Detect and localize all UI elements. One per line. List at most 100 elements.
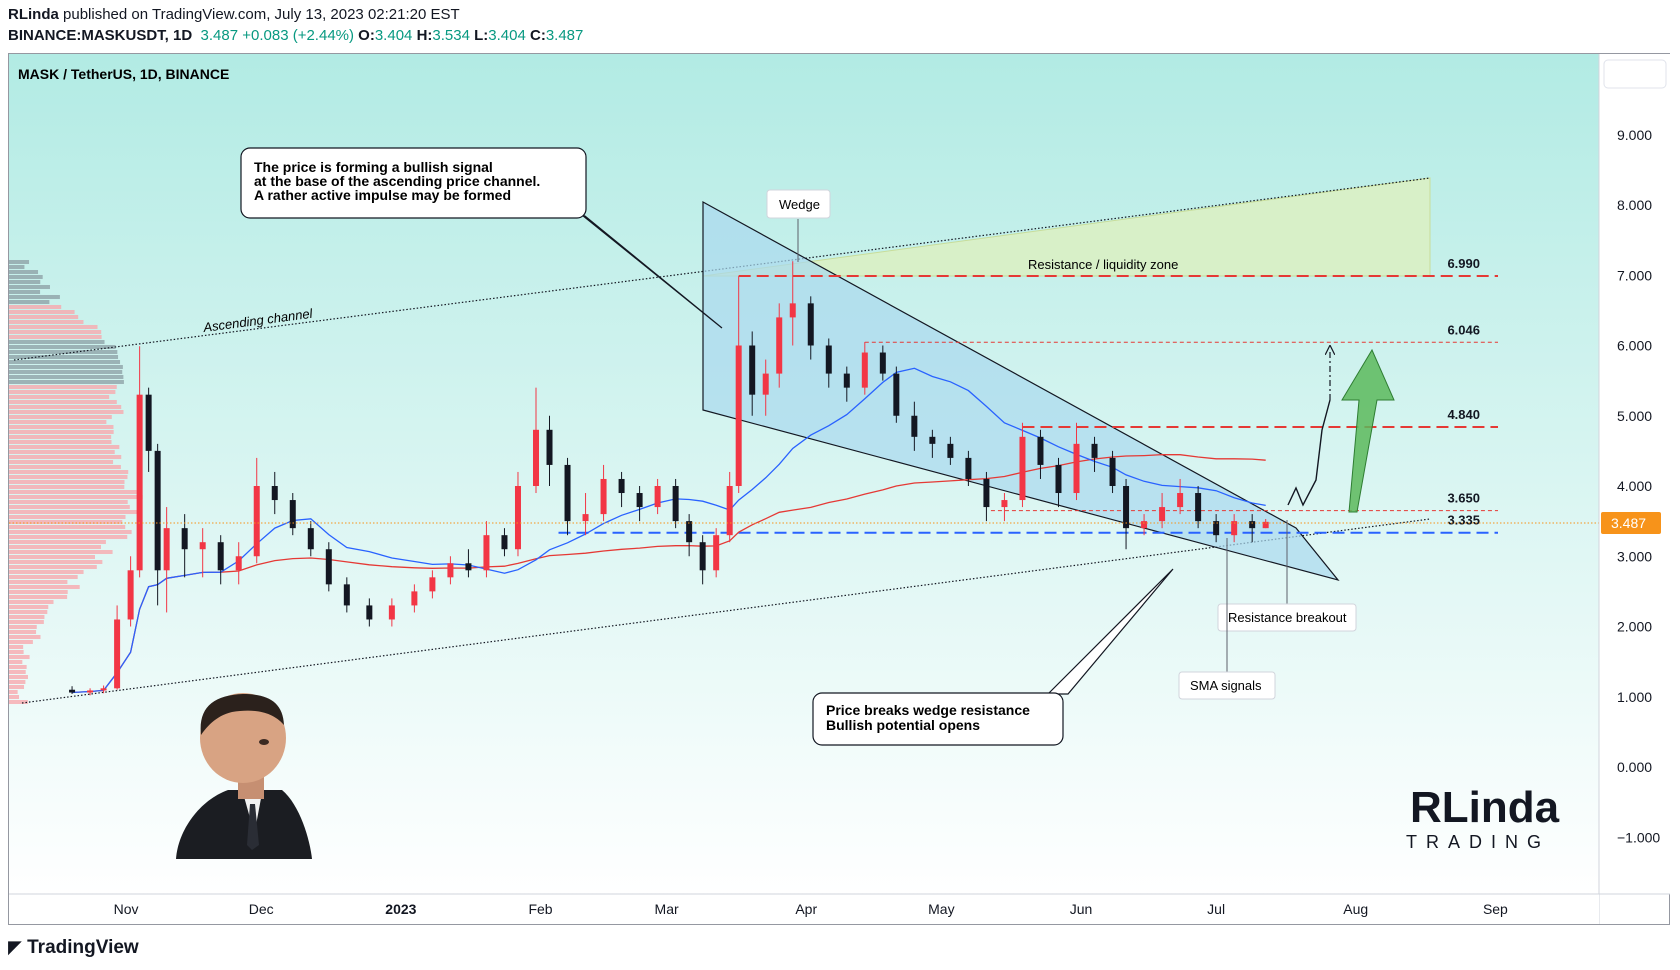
candle-body xyxy=(776,317,782,373)
candle-body xyxy=(1037,437,1043,465)
volume-profile-bar xyxy=(9,425,113,429)
volume-profile-bar xyxy=(9,685,24,689)
candle-body xyxy=(655,486,661,507)
candle-body xyxy=(366,605,372,619)
candle-body xyxy=(483,535,489,570)
volume-profile-bar xyxy=(9,490,137,494)
volume-profile-bar xyxy=(9,320,83,324)
time-label: Aug xyxy=(1343,901,1368,917)
volume-profile-bar xyxy=(9,615,44,619)
price-axis-top-box[interactable] xyxy=(1604,60,1666,88)
candle-body xyxy=(1055,465,1061,493)
candle-body xyxy=(146,395,152,451)
volume-profile-bar xyxy=(9,380,124,384)
candle-body xyxy=(637,493,643,507)
chart-title: MASK / TetherUS, 1D, BINANCE xyxy=(18,66,229,82)
volume-profile-bar xyxy=(9,295,60,299)
volume-profile-bar xyxy=(9,335,102,339)
volume-profile-bar xyxy=(9,605,48,609)
volume-profile-bar xyxy=(9,450,115,454)
volume-profile-bar xyxy=(9,540,106,544)
candle-body xyxy=(700,542,706,570)
volume-profile-bar xyxy=(9,435,111,439)
candle-body xyxy=(1177,493,1183,507)
volume-profile-bar xyxy=(9,310,75,314)
candle-body xyxy=(790,303,796,317)
volume-profile-bar xyxy=(9,395,109,399)
price-tick: 9.000 xyxy=(1617,127,1652,143)
candle-body xyxy=(565,465,571,521)
volume-profile-bar xyxy=(9,660,22,664)
volume-profile-bar xyxy=(9,410,123,414)
volume-profile-bar xyxy=(9,415,112,419)
candle-body xyxy=(533,430,539,486)
volume-profile-bar xyxy=(9,700,28,704)
callout-top-line-3: A rather active impulse may be formed xyxy=(254,187,511,203)
candle-body xyxy=(826,346,832,374)
price-tick: 6.000 xyxy=(1617,338,1652,354)
volume-profile-bar xyxy=(9,375,123,379)
volume-profile-bar xyxy=(9,340,105,344)
volume-profile-bar xyxy=(9,595,67,599)
volume-profile-bar xyxy=(9,580,67,584)
volume-profile-bar xyxy=(9,265,24,269)
candle-body xyxy=(844,374,850,388)
price-tick: 1.000 xyxy=(1617,689,1652,705)
volume-profile-bar xyxy=(9,515,126,519)
candle-body xyxy=(465,563,471,570)
level-label: 4.840 xyxy=(1447,407,1480,422)
volume-profile-bar xyxy=(9,695,19,699)
candle-body xyxy=(101,688,107,690)
volume-profile-bar xyxy=(9,680,25,684)
price-tick: 5.000 xyxy=(1617,408,1652,424)
volume-profile-bar xyxy=(9,525,125,529)
candle-body xyxy=(880,353,886,374)
candle-body xyxy=(429,577,435,591)
time-label: Nov xyxy=(114,901,139,917)
level-label: 6.990 xyxy=(1447,256,1480,271)
volume-profile-bar xyxy=(9,385,117,389)
price-tick: −1.000 xyxy=(1617,829,1660,845)
volume-profile-bar xyxy=(9,345,116,349)
candle-body xyxy=(1159,507,1165,521)
candle-body xyxy=(182,528,188,549)
volume-profile-bar xyxy=(9,670,26,674)
candle-body xyxy=(411,591,417,605)
volume-profile-bar xyxy=(9,370,122,374)
candle-body xyxy=(218,542,224,570)
price-tick: 3.000 xyxy=(1617,548,1652,564)
candle-body xyxy=(326,549,332,584)
volume-profile-bar xyxy=(9,620,44,624)
candle-body xyxy=(447,563,453,577)
time-label: Dec xyxy=(249,901,274,917)
time-label: May xyxy=(928,901,954,917)
candle-body xyxy=(601,479,607,514)
last-price-tag-label: 3.487 xyxy=(1611,515,1646,531)
volume-profile-bar xyxy=(9,315,78,319)
volume-profile-bar xyxy=(9,565,97,569)
volume-profile-bar xyxy=(9,500,128,504)
level-label: 3.650 xyxy=(1447,491,1480,506)
volume-profile-bar xyxy=(9,590,68,594)
callout-bottom-line-1: Price breaks wedge resistance xyxy=(826,702,1030,718)
volume-profile-bar xyxy=(9,630,36,634)
candle-body xyxy=(1001,500,1007,507)
candle-body xyxy=(749,346,755,395)
volume-profile-bar xyxy=(9,495,143,499)
volume-profile-bar xyxy=(9,260,29,264)
candle-body xyxy=(272,486,278,500)
volume-profile-bar xyxy=(9,430,114,434)
volume-profile-bar xyxy=(9,635,41,639)
price-tick: 8.000 xyxy=(1617,197,1652,213)
candle-body xyxy=(515,486,521,549)
volume-profile-bar xyxy=(9,470,128,474)
volume-profile-bar xyxy=(9,550,113,554)
volume-profile-bar xyxy=(9,275,43,279)
volume-profile-bar xyxy=(9,625,37,629)
volume-profile-bar xyxy=(9,555,95,559)
tradingview-logo[interactable]: ◤ TradingView xyxy=(8,937,139,959)
candle-body xyxy=(1195,493,1201,521)
candle-body xyxy=(1123,486,1129,528)
volume-profile-bar xyxy=(9,560,102,564)
